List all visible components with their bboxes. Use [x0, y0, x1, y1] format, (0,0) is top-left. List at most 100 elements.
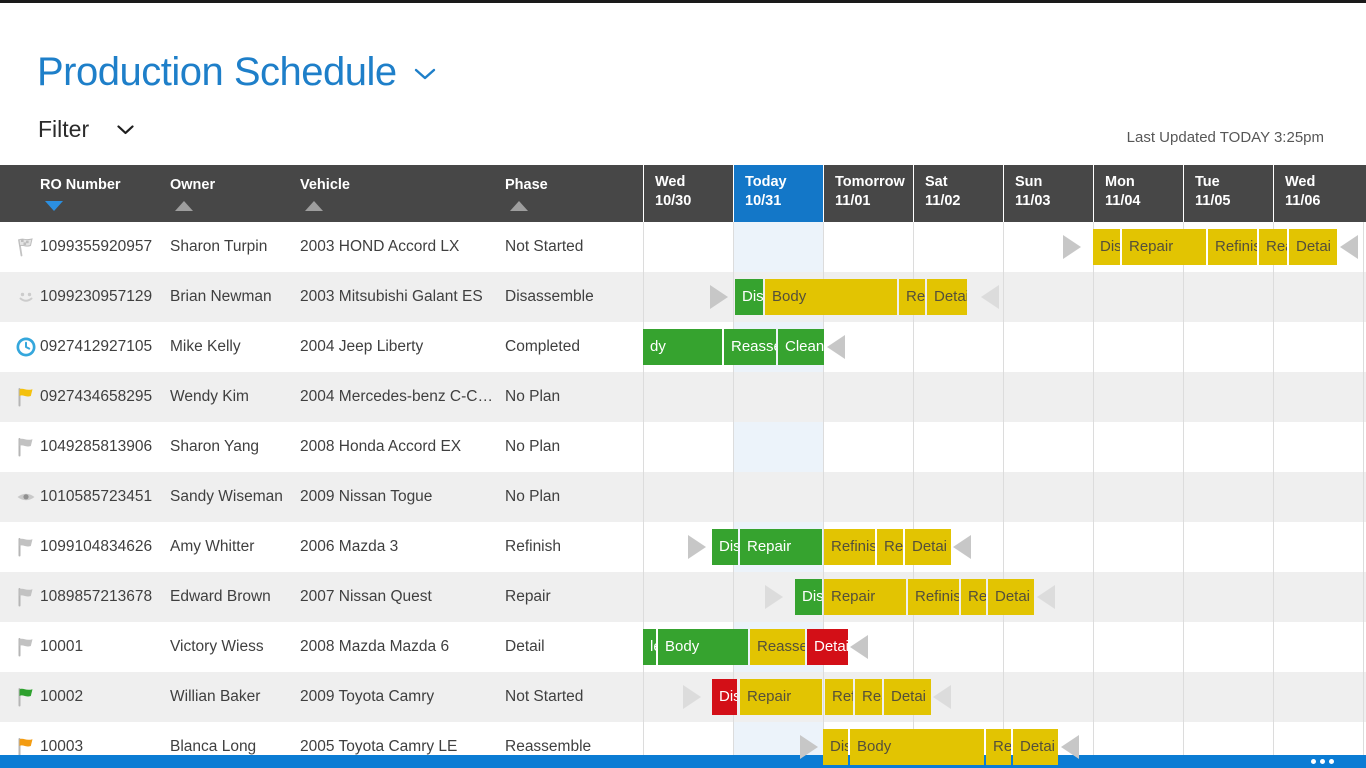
- gantt-bar-planned[interactable]: Rea: [986, 729, 1011, 765]
- gantt-bar-late[interactable]: Detai: [807, 629, 848, 665]
- gantt-bar-planned[interactable]: Dis: [1093, 229, 1120, 265]
- gantt-bar-done[interactable]: Dis: [712, 529, 738, 565]
- gantt-bar-planned[interactable]: Reasse: [750, 629, 805, 665]
- overflow-arrow-right-icon[interactable]: [683, 685, 701, 709]
- vehicle-cell: 2008 Honda Accord EX: [300, 438, 462, 455]
- date-day-label: Today: [745, 174, 787, 190]
- window-top-edge: [0, 0, 1366, 3]
- date-number-label: 10/31: [745, 193, 782, 209]
- eye-icon: [15, 486, 37, 508]
- column-header-ro-number[interactable]: RO Number: [40, 177, 121, 211]
- overflow-arrow-left-icon[interactable]: [981, 285, 999, 309]
- overflow-arrow-left-icon[interactable]: [933, 685, 951, 709]
- gantt-bar-done[interactable]: Body: [658, 629, 748, 665]
- table-row[interactable]: 10001 Victory Wiess 2008 Mazda Mazda 6 Deta…: [0, 622, 1366, 672]
- overflow-arrow-right-icon[interactable]: [800, 735, 818, 759]
- gantt-bar-planned[interactable]: Detai: [905, 529, 951, 565]
- gantt-bar-planned[interactable]: Detai: [988, 579, 1034, 615]
- overflow-arrow-left-icon[interactable]: [827, 335, 845, 359]
- date-number-label: 10/30: [655, 193, 692, 209]
- overflow-arrow-right-icon[interactable]: [765, 585, 783, 609]
- date-day-label: Sat: [925, 174, 948, 190]
- ro-cell: 1049285813906: [40, 438, 153, 455]
- gantt-bar-planned[interactable]: Repair: [1122, 229, 1206, 265]
- gantt-bar-planned[interactable]: Body: [850, 729, 984, 765]
- gantt-bar-planned[interactable]: Refinis: [824, 529, 875, 565]
- gantt-bar-planned[interactable]: Rea: [899, 279, 925, 315]
- gantt-bar-planned[interactable]: Repair: [740, 679, 822, 715]
- gantt-bar-planned[interactable]: Rea: [877, 529, 903, 565]
- table-row[interactable]: 1099230957129 Brian Newman 2003 Mitsubishi…: [0, 272, 1366, 322]
- gantt-bar-planned[interactable]: Rea: [1259, 229, 1287, 265]
- phase-cell: Reassemble: [505, 738, 592, 755]
- overflow-arrow-left-icon[interactable]: [1061, 735, 1079, 759]
- table-row[interactable]: 0927412927105 Mike Kelly 2004 Jeep Liberty…: [0, 322, 1366, 372]
- gantt-bar-done[interactable]: Dis: [795, 579, 822, 615]
- owner-cell: Wendy Kim: [170, 388, 249, 405]
- gantt-bar-done[interactable]: Clean: [778, 329, 824, 365]
- table-row[interactable]: 10002 Willian Baker 2009 Toyota Camry Not S…: [0, 672, 1366, 722]
- gantt-bar-planned[interactable]: Detai: [1289, 229, 1337, 265]
- gantt-bar-planned[interactable]: Detai: [1013, 729, 1058, 765]
- gantt-bar-done[interactable]: Reasse: [724, 329, 776, 365]
- gantt-bar-planned[interactable]: Refinis: [1208, 229, 1257, 265]
- overflow-arrow-left-icon[interactable]: [1340, 235, 1358, 259]
- table-row[interactable]: 1099104834626 Amy Whitter 2006 Mazda 3 Refi…: [0, 522, 1366, 572]
- table-row[interactable]: 1010585723451 Sandy Wiseman 2009 Nissan To…: [0, 472, 1366, 522]
- owner-cell: Willian Baker: [170, 688, 261, 705]
- date-day-label: Sun: [1015, 174, 1043, 190]
- date-number-label: 11/04: [1105, 193, 1141, 209]
- overflow-arrow-left-icon[interactable]: [953, 535, 971, 559]
- more-options-icon[interactable]: [1311, 755, 1334, 768]
- gantt-bar-planned[interactable]: Detai: [927, 279, 967, 315]
- vehicle-cell: 2006 Mazda 3: [300, 538, 399, 555]
- gantt-bar-planned[interactable]: Body: [765, 279, 897, 315]
- gantt-area: DisRepairRefinisReaDetai: [643, 522, 1366, 572]
- gantt-area: DisBodyReaDetai: [643, 272, 1366, 322]
- ro-cell: 1089857213678: [40, 588, 153, 605]
- gantt-bar-planned[interactable]: Refinis: [908, 579, 959, 615]
- owner-cell: Sandy Wiseman: [170, 488, 283, 505]
- column-header-owner[interactable]: Owner: [170, 177, 215, 211]
- gantt-bar-done[interactable]: Dis: [735, 279, 763, 315]
- filter-dropdown[interactable]: Filter: [38, 116, 134, 143]
- table-header: RO Number Owner Vehicle Phase Wed 10/30 Today 1…: [0, 165, 1366, 222]
- overflow-arrow-right-icon[interactable]: [1063, 235, 1081, 259]
- table-row[interactable]: 1089857213678 Edward Brown 2007 Nissan Que…: [0, 572, 1366, 622]
- ro-cell: 1010585723451: [40, 488, 153, 505]
- phase-cell: Repair: [505, 588, 551, 605]
- gantt-bar-done[interactable]: le: [643, 629, 656, 665]
- owner-cell: Brian Newman: [170, 288, 272, 305]
- gantt-bar-done[interactable]: dy: [643, 329, 722, 365]
- phase-cell: No Plan: [505, 488, 561, 505]
- column-header-phase[interactable]: Phase: [505, 177, 548, 211]
- table-row[interactable]: 1099355920957 Sharon Turpin 2003 HOND Acco…: [0, 222, 1366, 272]
- table-row[interactable]: 0927434658295 Wendy Kim 2004 Mercedes-benz…: [0, 372, 1366, 422]
- gantt-bar-planned[interactable]: Detai: [884, 679, 931, 715]
- owner-cell: Amy Whitter: [170, 538, 255, 555]
- title-dropdown-chevron[interactable]: [414, 68, 436, 86]
- ro-cell: 1099355920957: [40, 238, 153, 255]
- sort-arrow-icon: [510, 201, 528, 211]
- gantt-bar-planned[interactable]: Rea: [855, 679, 882, 715]
- date-header-cell: Wed 10/30: [643, 165, 733, 222]
- gantt-bar-planned[interactable]: Dis: [823, 729, 848, 765]
- gantt-bar-planned[interactable]: Refi: [825, 679, 853, 715]
- table-row[interactable]: 1049285813906 Sharon Yang 2008 Honda Accor…: [0, 422, 1366, 472]
- overflow-arrow-left-icon[interactable]: [1037, 585, 1055, 609]
- column-header-label: Phase: [505, 177, 548, 193]
- today-column-highlight: [733, 222, 823, 272]
- column-header-vehicle[interactable]: Vehicle: [300, 177, 350, 211]
- overflow-arrow-right-icon[interactable]: [688, 535, 706, 559]
- overflow-arrow-right-icon[interactable]: [710, 285, 728, 309]
- flag-gray-icon: [15, 636, 37, 658]
- app-bar[interactable]: [0, 755, 1366, 768]
- gantt-bar-late[interactable]: Dis: [712, 679, 737, 715]
- gantt-bar-planned[interactable]: Rea: [961, 579, 986, 615]
- gantt-bar-planned[interactable]: Repair: [824, 579, 906, 615]
- ro-cell: 10002: [40, 688, 84, 705]
- date-day-label: Wed: [1285, 174, 1316, 190]
- overflow-arrow-left-icon[interactable]: [850, 635, 868, 659]
- today-column-highlight: [733, 422, 823, 472]
- gantt-bar-done[interactable]: Repair: [740, 529, 822, 565]
